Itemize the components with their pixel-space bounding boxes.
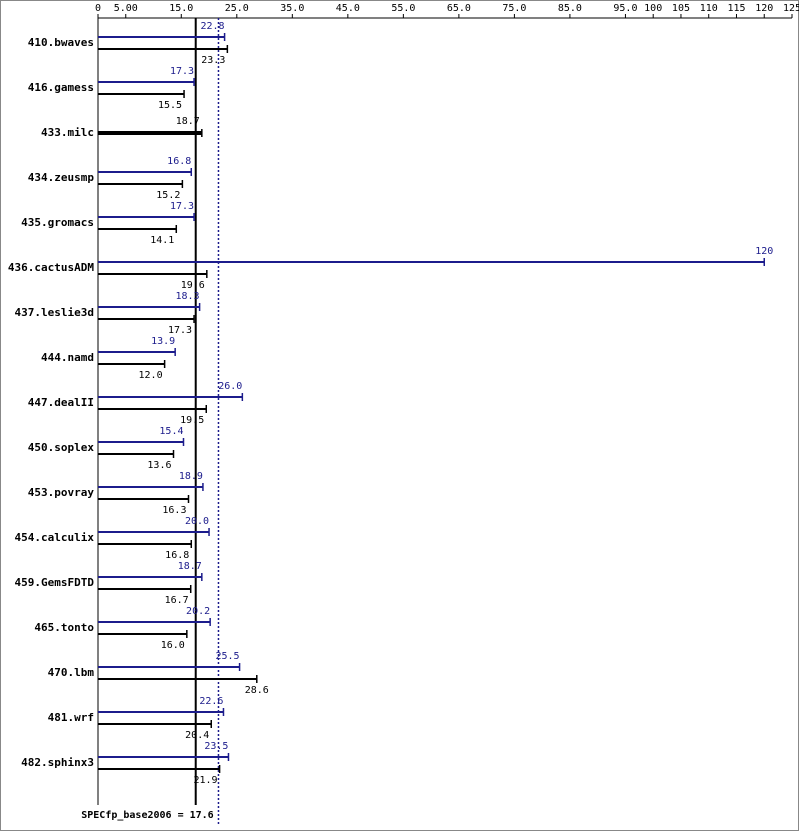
x-tick-label: 25.0 bbox=[225, 3, 249, 14]
reference-label: SPECfp_base2006 = 17.6 bbox=[81, 810, 213, 821]
value-label: 17.3 bbox=[170, 201, 194, 212]
category-label: 447.dealII bbox=[28, 396, 94, 409]
value-label: 13.9 bbox=[151, 336, 175, 347]
category-label: 435.gromacs bbox=[21, 216, 94, 229]
value-label: 17.3 bbox=[170, 66, 194, 77]
x-tick-label: 85.0 bbox=[558, 3, 582, 14]
value-label: 14.1 bbox=[150, 235, 174, 246]
value-label: 18.3 bbox=[176, 291, 200, 302]
value-label: 19.5 bbox=[180, 415, 204, 426]
value-label: 20.2 bbox=[186, 606, 210, 617]
value-label: 26.0 bbox=[218, 381, 242, 392]
value-label: 23.5 bbox=[204, 741, 228, 752]
x-tick-label: 45.0 bbox=[336, 3, 360, 14]
x-tick-label: 5.00 bbox=[114, 3, 138, 14]
value-label: 19.6 bbox=[181, 280, 205, 291]
x-tick-label: 0 bbox=[95, 3, 101, 14]
x-tick-label: 115 bbox=[727, 3, 745, 14]
category-label: 454.calculix bbox=[15, 531, 95, 544]
x-tick-label: 125 bbox=[783, 3, 799, 14]
category-label: 482.sphinx3 bbox=[21, 756, 94, 769]
value-label: 22.8 bbox=[200, 21, 224, 32]
value-label: 120 bbox=[755, 246, 773, 257]
value-label: 25.5 bbox=[215, 651, 239, 662]
value-label: 28.6 bbox=[245, 685, 269, 696]
value-label: 18.7 bbox=[176, 116, 200, 127]
value-label: 18.9 bbox=[179, 471, 203, 482]
value-label: 16.3 bbox=[162, 505, 186, 516]
x-tick-label: 105 bbox=[672, 3, 690, 14]
x-tick-label: 65.0 bbox=[447, 3, 471, 14]
x-tick-label: 15.0 bbox=[169, 3, 193, 14]
x-tick-label: 35.0 bbox=[280, 3, 304, 14]
category-label: 450.soplex bbox=[28, 441, 95, 454]
value-label: 16.7 bbox=[165, 595, 189, 606]
value-label: 15.2 bbox=[156, 190, 180, 201]
category-label: 434.zeusmp bbox=[28, 171, 95, 184]
x-tick-label: 75.0 bbox=[502, 3, 526, 14]
category-label: 453.povray bbox=[28, 486, 95, 499]
x-tick-label: 95.0 bbox=[613, 3, 637, 14]
value-label: 17.3 bbox=[168, 325, 192, 336]
value-label: 15.5 bbox=[158, 100, 182, 111]
category-label: 416.gamess bbox=[28, 81, 94, 94]
x-tick-label: 100 bbox=[644, 3, 662, 14]
value-label: 20.0 bbox=[185, 516, 209, 527]
value-label: 12.0 bbox=[139, 370, 163, 381]
x-tick-label: 110 bbox=[700, 3, 718, 14]
category-label: 459.GemsFDTD bbox=[15, 576, 95, 589]
x-tick-label: 55.0 bbox=[391, 3, 415, 14]
value-label: 23.3 bbox=[201, 55, 225, 66]
category-label: 436.cactusADM bbox=[8, 261, 94, 274]
value-label: 16.8 bbox=[167, 156, 191, 167]
category-label: 410.bwaves bbox=[28, 36, 94, 49]
category-label: 433.milc bbox=[41, 126, 94, 139]
value-label: 15.4 bbox=[159, 426, 183, 437]
value-label: 20.4 bbox=[185, 730, 209, 741]
value-label: 18.7 bbox=[178, 561, 202, 572]
value-label: 13.6 bbox=[147, 460, 171, 471]
category-label: 465.tonto bbox=[34, 621, 94, 634]
value-label: 22.6 bbox=[199, 696, 223, 707]
value-label: 16.8 bbox=[165, 550, 189, 561]
value-label: 16.0 bbox=[161, 640, 185, 651]
category-label: 444.namd bbox=[41, 351, 94, 364]
category-label: 437.leslie3d bbox=[15, 306, 94, 319]
x-tick-label: 120 bbox=[755, 3, 773, 14]
value-label: 21.9 bbox=[193, 775, 217, 786]
category-label: 481.wrf bbox=[48, 711, 94, 724]
category-label: 470.lbm bbox=[48, 666, 95, 679]
